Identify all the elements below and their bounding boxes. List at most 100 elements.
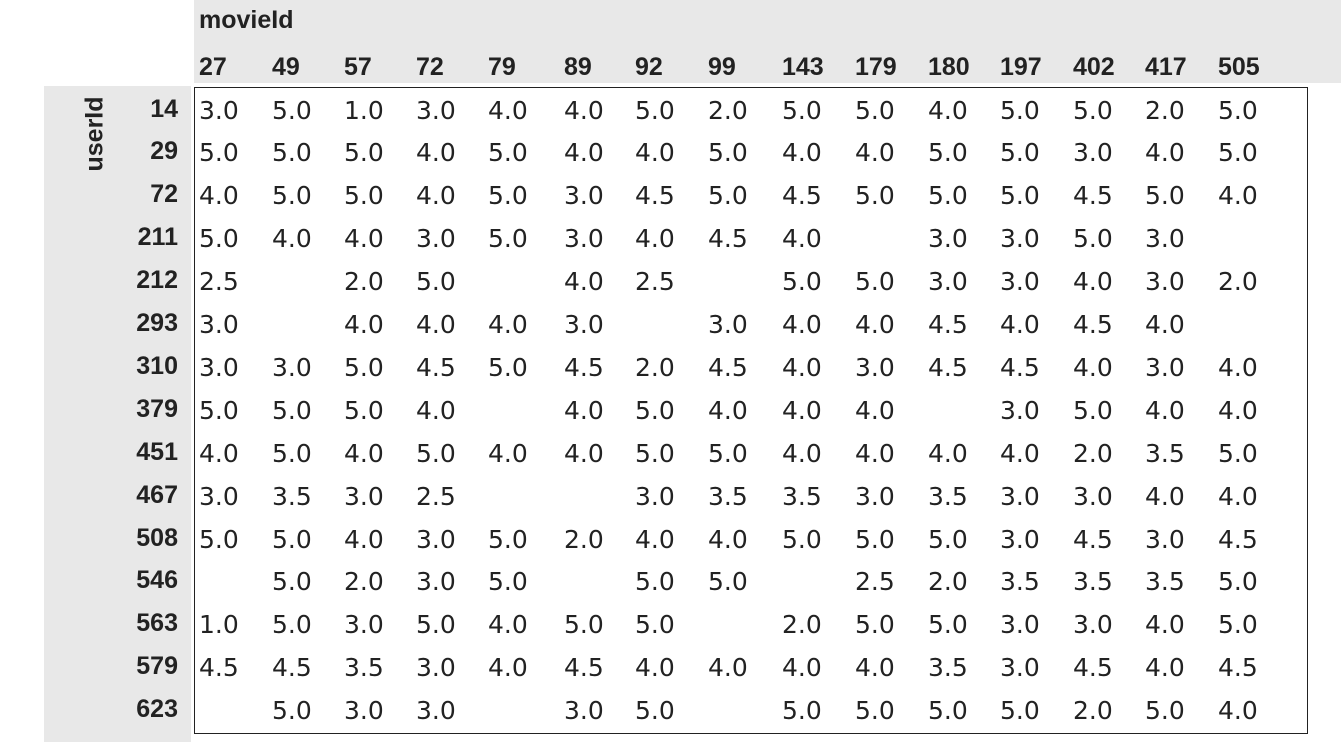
row-header: 451 [136,438,178,466]
column-header: 27 [199,53,227,81]
row-header: 623 [136,695,178,723]
rating-cell: 4.0 [1000,439,1040,468]
rating-cell: 5.0 [708,439,748,468]
rating-cell: 3.0 [1145,224,1185,253]
rating-cell: 3.0 [928,267,968,296]
rating-cell: 4.5 [635,181,675,210]
column-header: 402 [1073,53,1115,81]
rating-cell: 3.0 [199,482,239,511]
rating-cell: 4.0 [1145,610,1185,639]
rating-cell: 4.0 [344,224,384,253]
rating-cell: 3.0 [1000,610,1040,639]
rating-cell: 4.0 [416,138,456,167]
rating-cell: 2.0 [1073,696,1113,725]
rating-cell: 4.0 [708,653,748,682]
rating-cell: 3.0 [416,96,456,125]
rating-cell: 4.0 [1145,653,1185,682]
rating-cell: 4.0 [488,310,528,339]
rating-cell: 3.5 [1000,567,1040,596]
rating-cell: 5.0 [488,353,528,382]
rating-cell: 5.0 [635,610,675,639]
column-header: 197 [1000,53,1042,81]
rating-cell: 4.0 [1218,353,1258,382]
rating-cell: 3.5 [1073,567,1113,596]
rating-cell: 4.0 [635,525,675,554]
rating-cell: 4.0 [416,396,456,425]
column-axis-label: movieId [199,6,294,34]
rating-cell: 5.0 [708,138,748,167]
rating-cell: 4.0 [344,439,384,468]
rating-cell: 5.0 [416,610,456,639]
rating-cell: 4.0 [564,267,604,296]
rating-cell: 3.5 [344,653,384,682]
row-header: 546 [136,566,178,594]
rating-cell: 4.5 [199,653,239,682]
rating-cell: 3.0 [416,224,456,253]
rating-cell: 3.0 [1073,138,1113,167]
rating-cell: 5.0 [272,567,312,596]
rating-cell: 2.5 [635,267,675,296]
row-header: 379 [136,395,178,423]
rating-cell: 4.5 [272,653,312,682]
rating-cell: 4.0 [782,653,822,682]
rating-cell: 3.0 [1000,653,1040,682]
rating-cell: 5.0 [855,96,895,125]
rating-cell: 5.0 [272,696,312,725]
rating-cell: 4.0 [782,439,822,468]
rating-cell: 4.0 [855,396,895,425]
rating-cell: 5.0 [272,181,312,210]
rating-cell: 5.0 [1000,696,1040,725]
rating-cell: 3.0 [1073,610,1113,639]
rating-cell: 5.0 [488,567,528,596]
rating-cell: 4.5 [1073,181,1113,210]
rating-cell: 5.0 [1000,96,1040,125]
rating-cell: 5.0 [855,181,895,210]
rating-cell: 4.5 [708,224,748,253]
rating-cell: 5.0 [1218,138,1258,167]
rating-cell: 4.0 [1073,353,1113,382]
rating-cell: 4.0 [1218,396,1258,425]
rating-cell: 5.0 [855,267,895,296]
rating-cell: 4.5 [416,353,456,382]
rating-cell: 5.0 [635,439,675,468]
rating-cell: 3.5 [928,482,968,511]
rating-cell: 5.0 [1218,610,1258,639]
rating-cell: 3.0 [1000,224,1040,253]
rating-cell: 3.0 [416,653,456,682]
column-header: 92 [635,53,663,81]
row-header: 508 [136,524,178,552]
rating-cell: 4.0 [1000,310,1040,339]
row-header: 579 [136,652,178,680]
rating-cell: 3.0 [344,482,384,511]
rating-cell: 3.0 [1000,525,1040,554]
rating-cell: 2.0 [344,267,384,296]
rating-cell: 5.0 [928,181,968,210]
row-header: 563 [136,609,178,637]
ratings-grid [194,87,1308,734]
rating-cell: 5.0 [928,525,968,554]
rating-cell: 4.0 [344,525,384,554]
rating-cell: 5.0 [199,396,239,425]
rating-cell: 2.0 [782,610,822,639]
rating-cell: 4.0 [1218,482,1258,511]
rating-cell: 4.0 [1145,310,1185,339]
rating-cell: 4.0 [1073,267,1113,296]
row-header: 72 [150,180,178,208]
rating-cell: 4.0 [635,653,675,682]
rating-cell: 2.0 [564,525,604,554]
rating-cell: 4.0 [855,653,895,682]
rating-cell: 3.5 [1145,439,1185,468]
rating-cell: 5.0 [416,267,456,296]
rating-cell: 3.0 [416,696,456,725]
rating-cell: 5.0 [708,567,748,596]
rating-cell: 4.0 [199,439,239,468]
rating-cell: 5.0 [344,353,384,382]
rating-cell: 3.5 [1145,567,1185,596]
column-header: 180 [928,53,970,81]
rating-cell: 2.5 [855,567,895,596]
rating-cell: 5.0 [488,525,528,554]
rating-cell: 4.5 [564,653,604,682]
rating-cell: 3.0 [272,353,312,382]
rating-cell: 4.5 [1218,525,1258,554]
column-header: 99 [708,53,736,81]
